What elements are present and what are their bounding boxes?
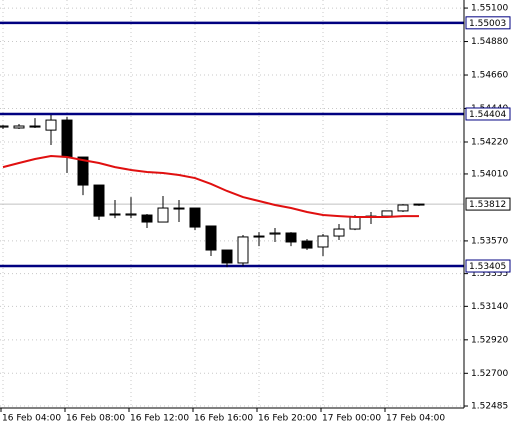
moving-average <box>2 154 419 219</box>
candle-body <box>109 213 121 216</box>
candle-body <box>397 204 409 212</box>
y-tick-label: 1.53140 <box>471 302 508 312</box>
candle-body <box>317 235 329 248</box>
level-label: 1.55003 <box>469 19 506 29</box>
candle-body <box>349 216 361 230</box>
y-tick-label: 1.55100 <box>471 4 508 14</box>
y-tick-label: 1.54010 <box>471 169 508 179</box>
y-tick-label: 1.53570 <box>471 236 508 246</box>
candle-body <box>125 213 137 216</box>
candle-body <box>29 125 41 128</box>
x-tick-label: 17 Feb 00:00 <box>322 414 381 424</box>
candle-body <box>173 207 185 210</box>
x-tick-label: 16 Feb 08:00 <box>66 414 125 424</box>
level-label-box <box>465 259 511 273</box>
candle-body <box>221 249 233 264</box>
x-tick-label: 17 Feb 04:00 <box>386 414 445 424</box>
candle-body <box>253 235 265 238</box>
candle-body <box>205 225 217 251</box>
candle-body <box>45 119 57 131</box>
x-tick-label: 16 Feb 20:00 <box>258 414 317 424</box>
y-tick-label: 1.54880 <box>471 37 508 47</box>
y-tick-label: 1.54660 <box>471 71 508 81</box>
last-price-box <box>465 197 511 211</box>
candle-body <box>381 210 393 217</box>
level-label: 1.54404 <box>469 110 506 120</box>
x-tick-label: 16 Feb 12:00 <box>130 414 189 424</box>
y-tick-label: 1.53355 <box>471 269 508 279</box>
y-tick-label: 1.52920 <box>471 335 508 345</box>
candle-body <box>189 207 201 228</box>
candle-body <box>285 232 297 243</box>
candle-body <box>413 203 425 206</box>
x-tick-label: 16 Feb 16:00 <box>194 414 253 424</box>
candle-body <box>157 207 169 223</box>
candle-body <box>93 184 105 217</box>
level-label-box <box>465 107 511 121</box>
candle-body <box>77 156 89 186</box>
y-tick-label: 1.52700 <box>471 369 508 379</box>
candle-body <box>141 214 153 223</box>
level-label-box <box>465 16 511 30</box>
last-price-label: 1.53812 <box>469 200 506 210</box>
candle-body <box>237 236 249 264</box>
candle-body <box>269 232 281 235</box>
candle-body <box>333 228 345 237</box>
candle-body <box>0 125 9 128</box>
x-tick-label: 16 Feb 04:00 <box>2 414 61 424</box>
y-tick-label: 1.52485 <box>471 402 508 412</box>
candle-body <box>13 125 25 129</box>
level-label: 1.53405 <box>469 262 506 272</box>
candle-body <box>61 119 73 158</box>
candle-body <box>301 240 313 249</box>
y-tick-label: 1.54220 <box>471 137 508 147</box>
